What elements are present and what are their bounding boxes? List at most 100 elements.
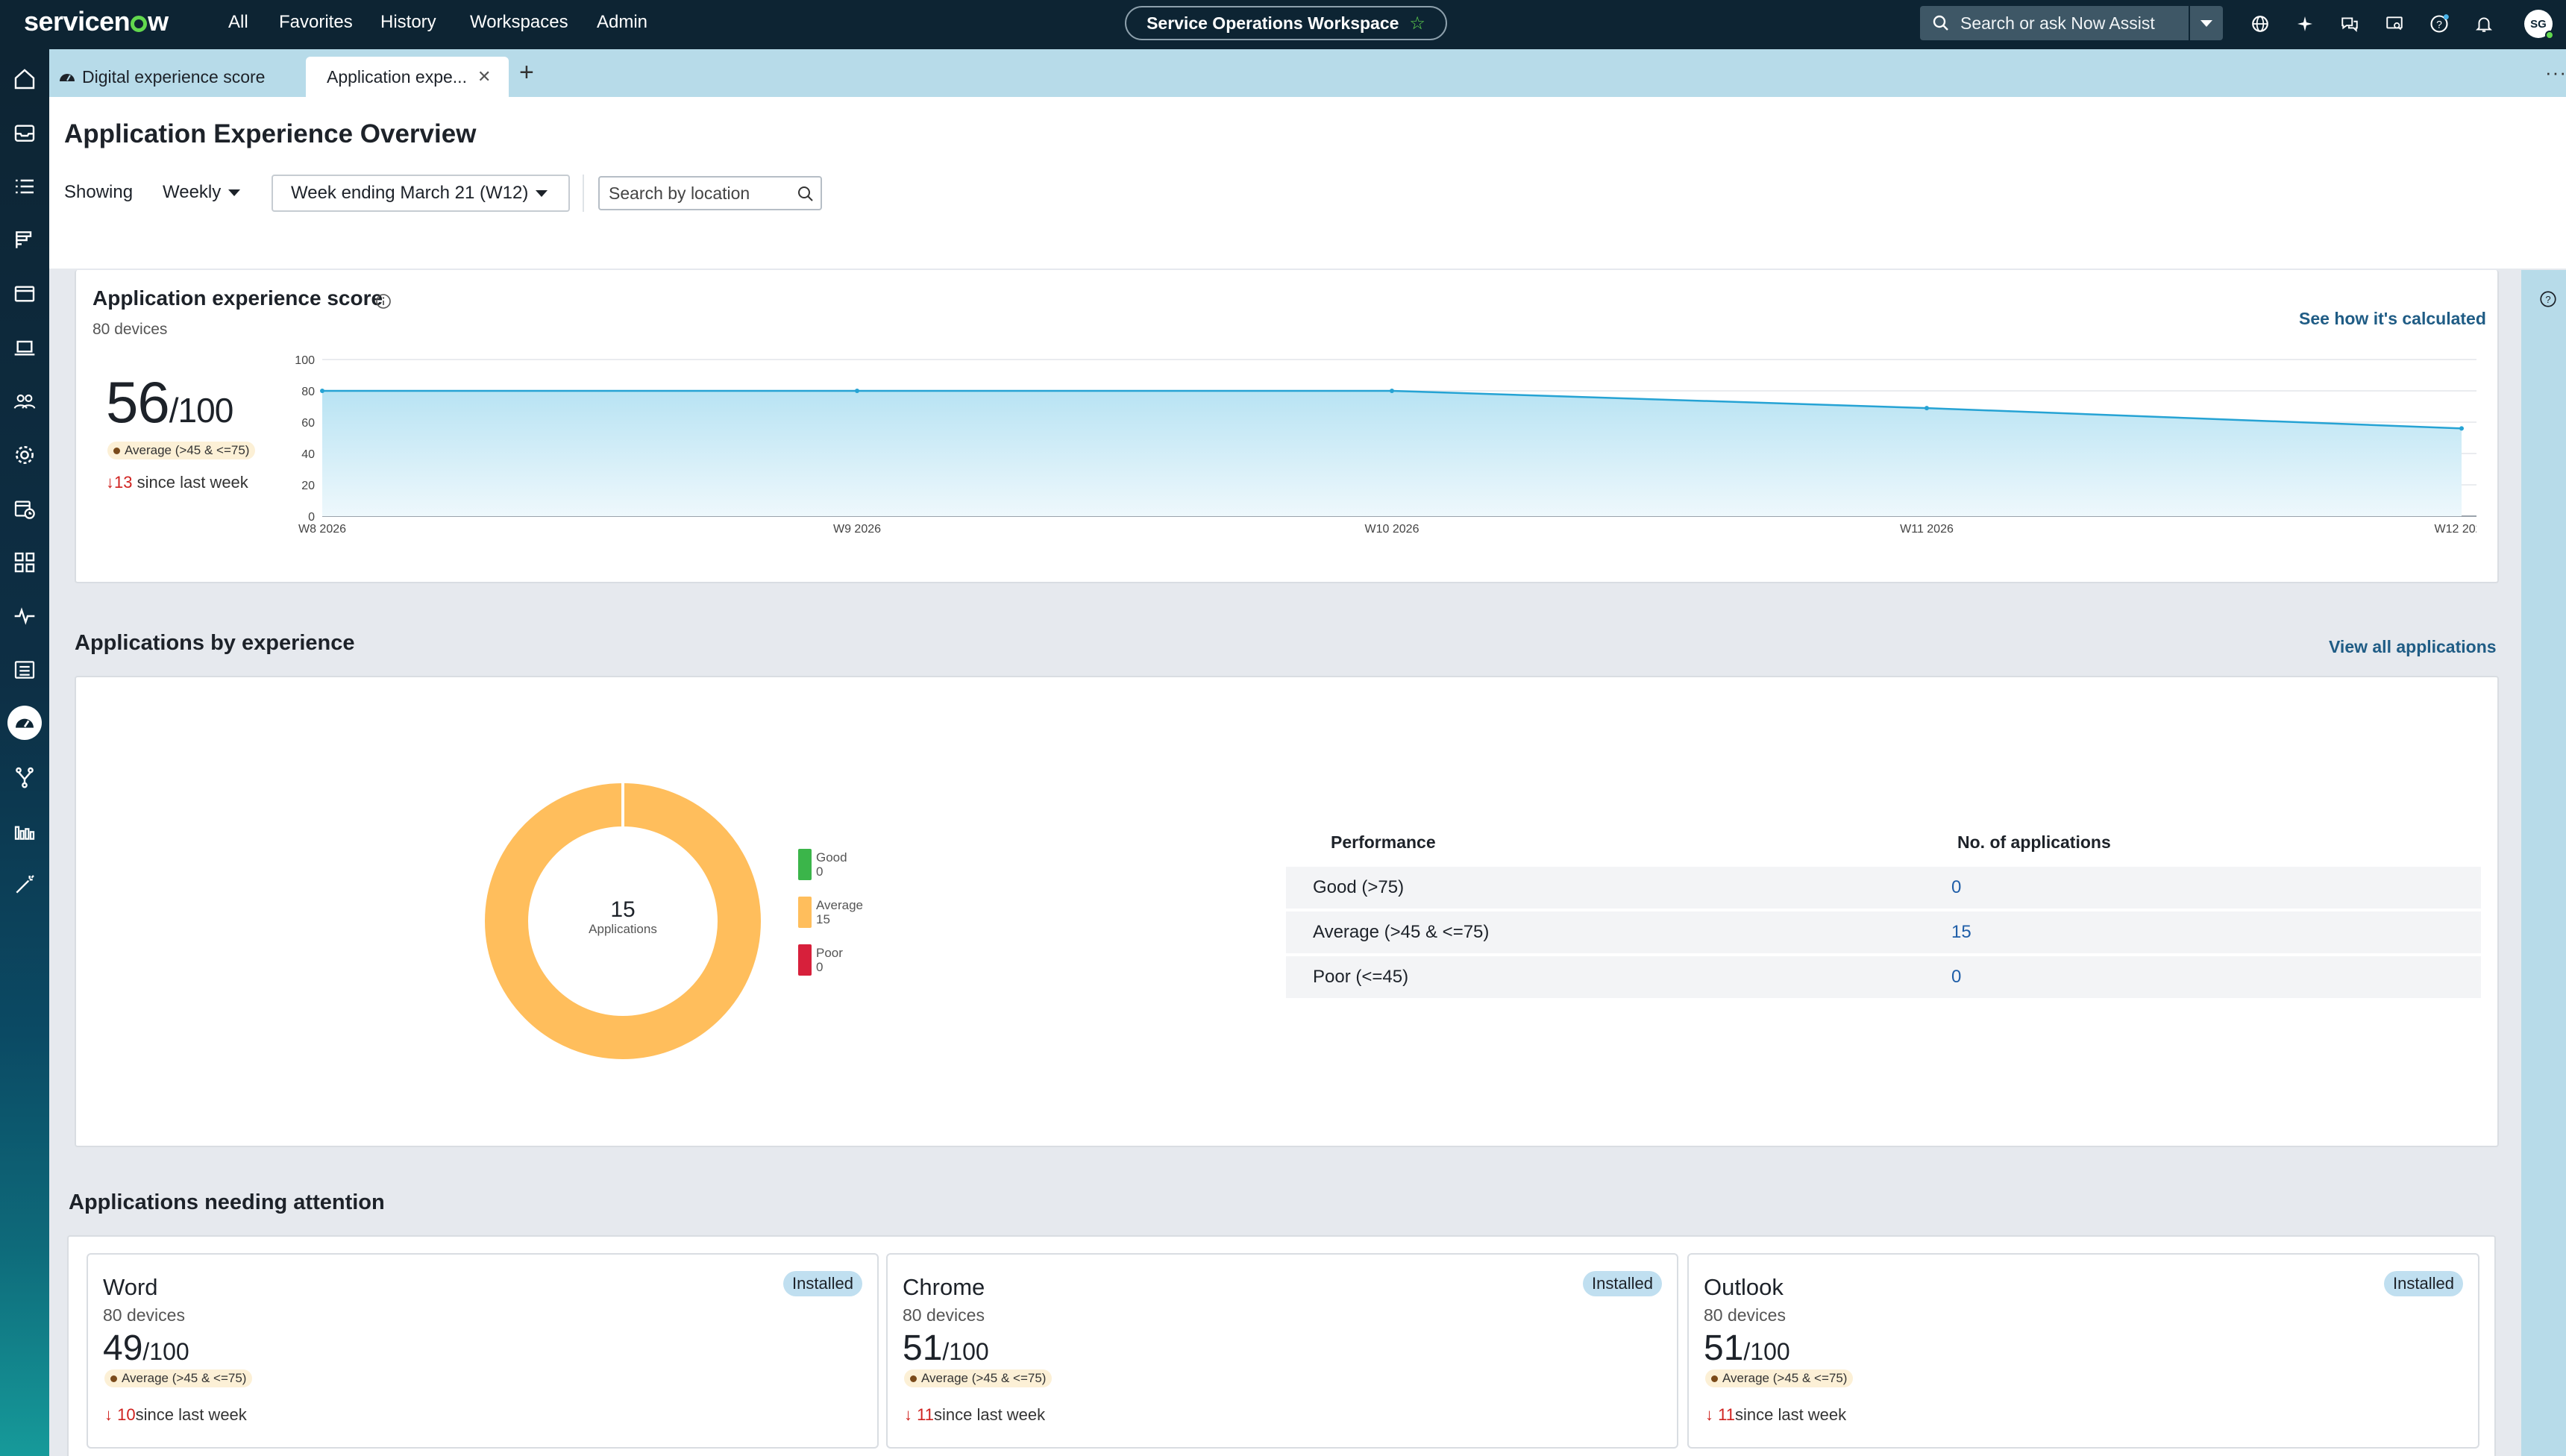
- more-options-icon[interactable]: ···: [2545, 61, 2566, 84]
- app-score: 51/100: [903, 1328, 989, 1368]
- legend-label: Good: [816, 850, 847, 865]
- y-tick-label: 100: [295, 354, 315, 367]
- app-card-word[interactable]: Word Installed 80 devices 49/100 Average…: [87, 1253, 879, 1449]
- screen-search-icon[interactable]: [2383, 12, 2406, 36]
- data-point[interactable]: [1924, 406, 1929, 411]
- score-status-badge: Average (>45 & <=75): [107, 442, 256, 459]
- period-select[interactable]: Weekly: [163, 182, 241, 203]
- inbox-icon[interactable]: [10, 118, 40, 148]
- data-point[interactable]: [320, 389, 324, 393]
- dashboard-gauge-icon[interactable]: [7, 706, 42, 740]
- menu-favorites[interactable]: Favorites: [279, 12, 353, 32]
- x-tick-label: W11 2026: [1900, 523, 1954, 536]
- app-score: 49/100: [103, 1328, 189, 1368]
- menu-workspaces[interactable]: Workspaces: [470, 12, 568, 32]
- table-list-icon[interactable]: [10, 655, 40, 685]
- search-dropdown-button[interactable]: [2190, 6, 2223, 40]
- reports-icon[interactable]: [10, 225, 40, 255]
- help-icon[interactable]: ?: [2427, 12, 2451, 36]
- chevron-down-icon: [536, 189, 548, 197]
- location-search-input[interactable]: Search by location: [598, 176, 822, 210]
- chat-icon[interactable]: [2338, 12, 2362, 36]
- score-delta: ↓13 since last week: [106, 473, 248, 492]
- data-point[interactable]: [2459, 426, 2464, 431]
- legend-item-poor[interactable]: Poor 0: [816, 946, 843, 974]
- workspace-pill[interactable]: Service Operations Workspace ☆: [1125, 6, 1447, 40]
- page-header: [49, 97, 2566, 269]
- grid-icon[interactable]: [10, 547, 40, 577]
- workspace-name: Service Operations Workspace: [1146, 13, 1399, 33]
- left-rail: [0, 49, 49, 1456]
- showing-label: Showing: [64, 182, 134, 202]
- score-value: 56/100: [106, 369, 233, 435]
- global-search-input[interactable]: Search or ask Now Assist: [1920, 6, 2189, 40]
- x-tick-label: W10 2026: [1365, 523, 1420, 536]
- app-delta: ↓ 11since last week: [904, 1405, 1046, 1424]
- settings-gear-icon[interactable]: [10, 440, 40, 470]
- data-point[interactable]: [855, 389, 859, 393]
- star-icon[interactable]: ☆: [1409, 13, 1425, 34]
- chevron-down-icon: [2200, 19, 2212, 27]
- app-card-outlook[interactable]: Outlook Installed 80 devices 51/100 Aver…: [1687, 1253, 2479, 1449]
- tab-application-experience[interactable]: Application expe... ✕: [306, 57, 509, 97]
- x-tick-label: W12 2026: [2435, 523, 2476, 536]
- app-device-count: 80 devices: [1704, 1305, 1786, 1325]
- avatar-initials: SG: [2530, 17, 2547, 31]
- list-icon[interactable]: [10, 172, 40, 201]
- right-side-panel: [2521, 270, 2566, 1456]
- legend-label: Poor: [816, 946, 843, 960]
- branch-icon[interactable]: [10, 762, 40, 792]
- table-row: Good (>75) 0: [1286, 867, 2481, 909]
- app-delta: ↓ 11since last week: [1705, 1405, 1847, 1424]
- new-tab-plus-icon[interactable]: +: [519, 58, 534, 87]
- legend-item-good[interactable]: Good 0: [816, 850, 847, 879]
- week-select[interactable]: Week ending March 21 (W12): [272, 175, 570, 212]
- info-icon[interactable]: [374, 292, 392, 310]
- row-label: Average (>45 & <=75): [1313, 922, 1490, 942]
- global-search-placeholder: Search or ask Now Assist: [1960, 13, 2155, 33]
- app-device-count: 80 devices: [103, 1305, 185, 1325]
- row-count-link[interactable]: 0: [1951, 967, 1962, 987]
- app-card-chrome[interactable]: Chrome Installed 80 devices 51/100 Avera…: [886, 1253, 1678, 1449]
- row-count-link[interactable]: 0: [1951, 877, 1962, 897]
- app-name: Outlook: [1704, 1274, 1784, 1300]
- see-how-calculated-link[interactable]: See how it's calculated: [2299, 309, 2486, 328]
- home-icon[interactable]: [10, 64, 40, 94]
- magic-wand-icon[interactable]: [10, 870, 40, 900]
- legend-value: 0: [816, 960, 824, 974]
- bar-chart-icon[interactable]: [10, 816, 40, 846]
- chevron-down-icon: [228, 189, 241, 196]
- data-point[interactable]: [1390, 389, 1394, 393]
- row-count-link[interactable]: 15: [1951, 922, 1971, 942]
- app-name: Word: [103, 1274, 158, 1300]
- menu-history[interactable]: History: [380, 12, 436, 32]
- tab-digital-experience-score[interactable]: Digital experience score: [58, 57, 265, 97]
- bell-icon[interactable]: [2472, 12, 2496, 36]
- sparkle-icon[interactable]: [2293, 12, 2317, 36]
- legend-label: Average: [816, 898, 864, 912]
- score-trend-chart: 0 20 40 60 80 100 W8 2026 W9 2026 W10 2026 W11 20…: [295, 354, 2476, 536]
- help-icon[interactable]: ?: [2538, 289, 2558, 309]
- status-badge: Installed: [1583, 1271, 1662, 1296]
- pulse-icon[interactable]: [10, 601, 40, 631]
- view-all-applications-link[interactable]: View all applications: [2329, 637, 2497, 656]
- legend-swatch: [798, 897, 812, 928]
- menu-admin[interactable]: Admin: [597, 12, 648, 32]
- calendar-clock-icon[interactable]: [10, 494, 40, 524]
- legend-value: 0: [816, 865, 824, 879]
- user-avatar[interactable]: SG: [2524, 10, 2554, 40]
- users-group-icon[interactable]: [10, 386, 40, 416]
- laptop-icon[interactable]: [10, 333, 40, 363]
- globe-icon[interactable]: [2248, 12, 2272, 36]
- close-icon[interactable]: ✕: [477, 67, 492, 86]
- menu-all[interactable]: All: [228, 12, 248, 32]
- presence-dot: [2545, 31, 2554, 40]
- servicenow-logo[interactable]: servicen w: [24, 6, 169, 37]
- window-icon[interactable]: [10, 279, 40, 309]
- apps-by-experience-title: Applications by experience: [75, 631, 355, 655]
- app-status-badge: Average (>45 & <=75): [904, 1369, 1053, 1387]
- search-icon[interactable]: [797, 185, 815, 203]
- y-tick-label: 20: [301, 480, 315, 492]
- legend-swatch: [798, 944, 812, 976]
- legend-item-average[interactable]: Average 15: [816, 898, 863, 926]
